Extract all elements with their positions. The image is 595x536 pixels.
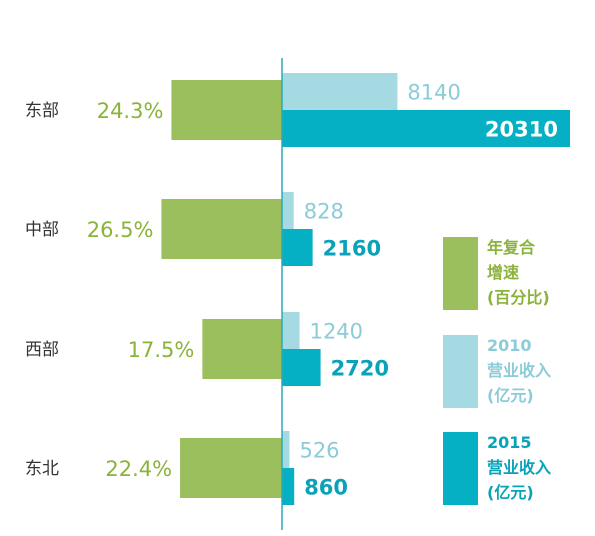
legend-label-rev2015: (亿元) [487,483,534,502]
legend-label-rev2015: 2015 [487,433,532,452]
growth-value-label: 26.5% [87,218,154,242]
revenue-2010-bar [282,431,290,468]
legend-label-growth: 增速 [487,263,519,282]
revenue-2010-label: 1240 [310,320,363,344]
legend-label-growth: 年复合 [487,238,536,257]
revenue-2010-bar [282,192,294,229]
legend-label-rev2010: 营业收入 [487,361,551,380]
legend-label-growth: (百分比) [487,288,550,307]
growth-bar [161,199,282,259]
revenue-2010-bar [282,312,300,349]
revenue-2010-bar [282,73,398,110]
legend-label-rev2010: 2010 [487,336,532,355]
legend-label-rev2010: (亿元) [487,386,534,405]
revenue-2010-label: 526 [299,439,339,463]
revenue-2010-label: 828 [304,200,344,224]
revenue-2015-bar [282,468,295,505]
growth-value-label: 24.3% [97,99,164,123]
region-label: 中部 [25,220,59,240]
growth-value-label: 22.4% [105,457,172,481]
growth-value-label: 17.5% [128,338,195,362]
revenue-2015-bar [282,229,313,266]
region-label: 东北 [25,459,59,479]
legend-swatch-rev2015 [443,432,478,505]
legend-swatch-rev2010 [443,335,478,408]
revenue-2015-bar [282,349,321,386]
growth-bar [180,438,282,498]
region-label: 东部 [25,101,59,121]
region-label: 西部 [25,340,59,360]
legend-swatch-growth [443,237,478,310]
growth-bar [202,319,282,379]
revenue-2015-label: 2160 [323,237,381,261]
revenue-2010-label: 8140 [407,81,460,105]
legend-label-rev2015: 营业收入 [487,458,551,477]
revenue-2015-label: 2720 [331,357,389,381]
revenue-2015-bar [282,110,570,147]
revenue-2015-label: 20310 [485,118,558,142]
growth-bar [171,80,282,140]
revenue-2015-label: 860 [304,476,348,500]
